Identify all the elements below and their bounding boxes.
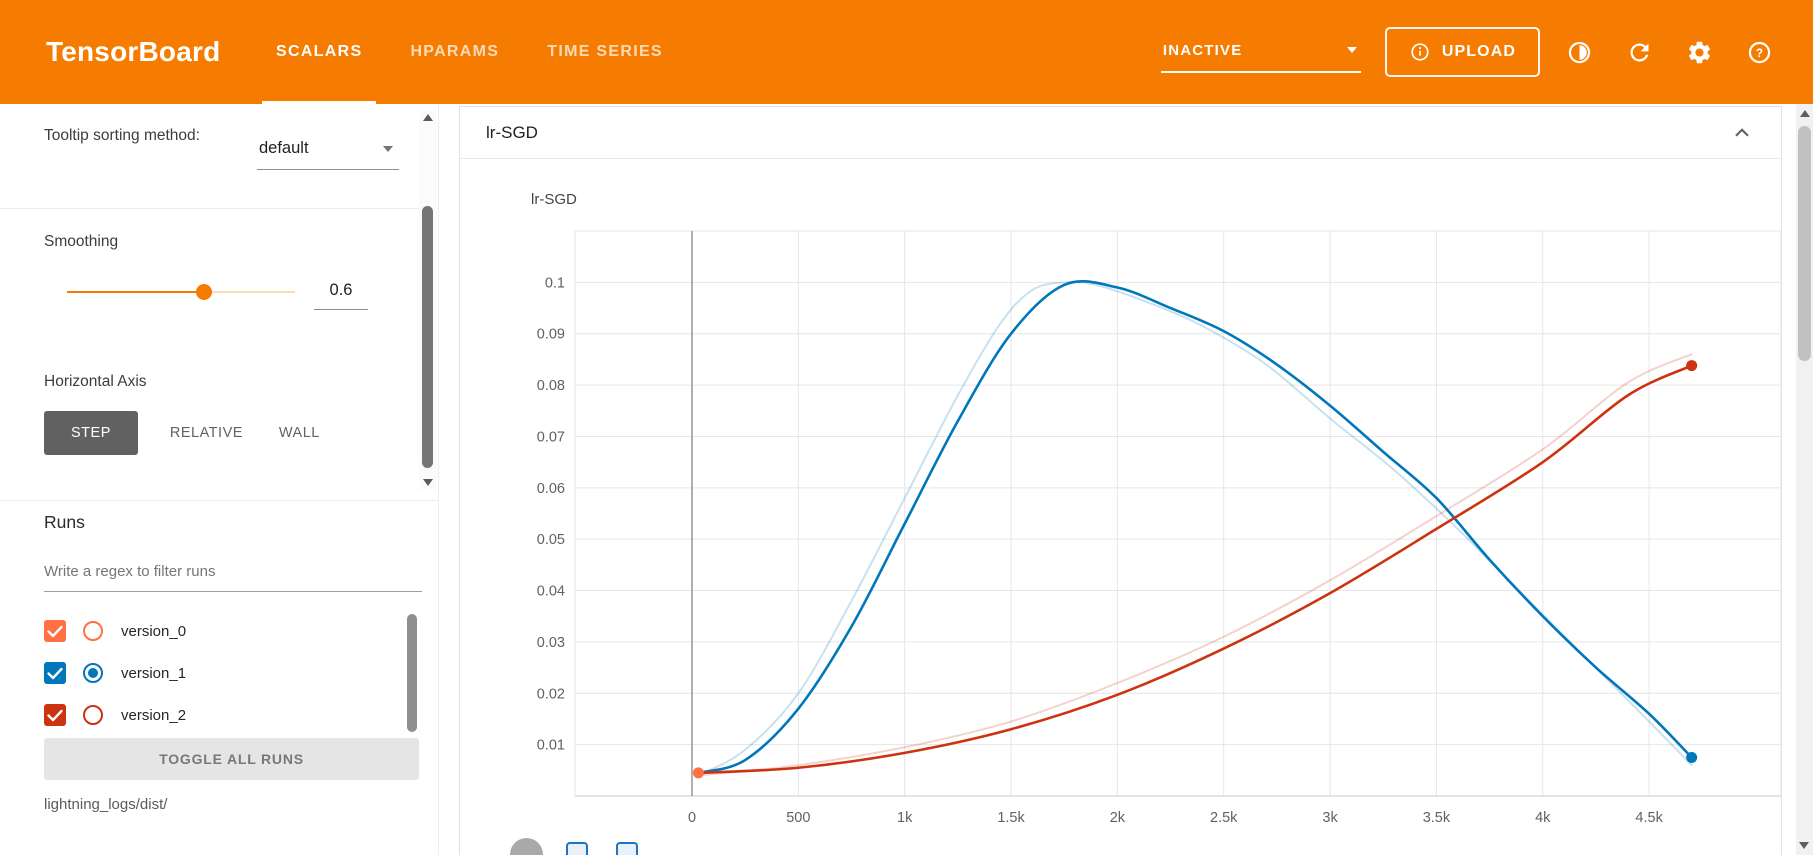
run-row: version_2 xyxy=(44,694,400,736)
smoothing-slider-fill xyxy=(67,291,204,293)
scrollbar-thumb[interactable] xyxy=(1798,126,1811,361)
data-status-value: INACTIVE xyxy=(1162,41,1243,59)
axis-option-step[interactable]: STEP xyxy=(44,411,138,455)
smoothing-label: Smoothing xyxy=(44,233,119,250)
info-icon xyxy=(1411,43,1429,61)
tooltip-sorting-select[interactable]: default xyxy=(257,128,399,170)
scroll-up-icon[interactable] xyxy=(1799,110,1810,117)
smoothing-slider-thumb[interactable] xyxy=(195,284,212,300)
scalar-chart-svg[interactable]: 0 500 1k 1.5k 2k 2.5k 3k 3.5k 4k 4.5k 0.01 0.02 0.03… xyxy=(501,191,1786,855)
scroll-up-icon[interactable] xyxy=(423,114,433,121)
expand-chart-icon[interactable] xyxy=(616,842,638,855)
settings-sidebar: Tooltip sorting method: default Smoothin… xyxy=(0,104,439,855)
run-list: version_0 version_1 version_2 xyxy=(44,610,400,736)
data-status-dropdown[interactable]: INACTIVE xyxy=(1160,31,1361,73)
svg-text:2.5k: 2.5k xyxy=(1210,810,1238,826)
run-color-radio[interactable] xyxy=(83,705,103,725)
svg-text:0.06: 0.06 xyxy=(537,481,565,497)
run-color-radio[interactable] xyxy=(83,621,103,641)
tooltip-sorting-value: default xyxy=(259,139,309,157)
help-icon[interactable]: ? xyxy=(1746,39,1773,66)
header-actions: INACTIVE UPLOAD ? xyxy=(1160,0,1773,104)
svg-text:0.01: 0.01 xyxy=(537,738,565,754)
refresh-icon[interactable] xyxy=(1626,39,1653,66)
smoothing-value-input[interactable]: 0.6 xyxy=(314,270,368,310)
axis-option-wall[interactable]: WALL xyxy=(278,425,320,441)
pin-chart-icon[interactable] xyxy=(566,842,588,855)
svg-text:0.08: 0.08 xyxy=(537,378,565,394)
run-filter-input[interactable] xyxy=(44,552,422,592)
svg-text:0.07: 0.07 xyxy=(537,429,565,445)
tab-time-series[interactable]: TIME SERIES xyxy=(547,43,663,60)
chevron-up-icon[interactable] xyxy=(1729,120,1755,146)
axis-option-relative[interactable]: RELATIVE xyxy=(169,425,243,441)
runs-scrollbar[interactable] xyxy=(406,612,418,734)
svg-text:2k: 2k xyxy=(1110,810,1126,826)
scalar-group-card: lr-SGD lr-SGD 0 500 1k 1.5k 2k 2.5k 3k 3.5k 4k 4.… xyxy=(459,106,1782,855)
page-scrollbar[interactable] xyxy=(1796,104,1813,855)
section-divider xyxy=(0,500,439,501)
run-row: version_1 xyxy=(44,652,400,694)
sidebar-scrollbar[interactable] xyxy=(419,110,437,490)
scrollbar-thumb[interactable] xyxy=(422,206,433,468)
run-row: version_0 xyxy=(44,610,400,652)
svg-text:0.09: 0.09 xyxy=(537,327,565,343)
svg-text:0: 0 xyxy=(688,810,696,826)
run-name: version_1 xyxy=(121,664,187,682)
upload-button-label: UPLOAD xyxy=(1441,43,1516,60)
run-name: version_2 xyxy=(121,706,187,724)
svg-text:500: 500 xyxy=(786,810,810,826)
chevron-down-icon xyxy=(1346,47,1357,53)
horizontal-axis-options: STEP RELATIVE WALL xyxy=(44,410,324,456)
run-checkbox[interactable] xyxy=(44,704,66,726)
tab-bar: SCALARS HPARAMS TIME SERIES xyxy=(252,0,687,104)
tooltip-sorting-label: Tooltip sorting method: xyxy=(44,127,200,144)
svg-text:0.03: 0.03 xyxy=(537,635,565,651)
header-icon-group: ? xyxy=(1566,39,1773,66)
svg-text:4k: 4k xyxy=(1535,810,1551,826)
horizontal-axis-label: Horizontal Axis xyxy=(44,373,147,390)
smoothing-slider[interactable] xyxy=(67,282,295,302)
chart-title: lr-SGD xyxy=(531,191,577,208)
run-checkbox[interactable] xyxy=(44,662,66,684)
scrollbar-thumb[interactable] xyxy=(407,614,417,732)
theme-toggle-icon[interactable] xyxy=(1566,39,1593,66)
scroll-down-icon[interactable] xyxy=(1799,842,1809,849)
settings-gear-icon[interactable] xyxy=(1686,39,1713,66)
tab-scalars[interactable]: SCALARS xyxy=(252,0,386,104)
svg-text:1k: 1k xyxy=(897,810,913,826)
svg-text:?: ? xyxy=(1756,45,1763,59)
chevron-down-icon xyxy=(383,145,393,152)
run-checkbox[interactable] xyxy=(44,620,66,642)
runs-heading: Runs xyxy=(44,512,85,532)
upload-button[interactable]: UPLOAD xyxy=(1384,27,1540,77)
svg-text:0.04: 0.04 xyxy=(537,584,565,600)
log-directory: lightning_logs/dist/ xyxy=(44,796,168,813)
svg-text:1.5k: 1.5k xyxy=(997,810,1025,826)
svg-text:0.1: 0.1 xyxy=(545,275,565,291)
app-title: TensorBoard xyxy=(46,36,221,67)
svg-text:3.5k: 3.5k xyxy=(1423,810,1451,826)
scroll-down-icon[interactable] xyxy=(423,479,433,486)
chart-action-button[interactable] xyxy=(510,838,543,855)
svg-text:4.5k: 4.5k xyxy=(1635,810,1663,826)
svg-text:3k: 3k xyxy=(1322,810,1338,826)
run-color-radio[interactable] xyxy=(83,663,103,683)
toggle-all-runs-button[interactable]: TOGGLE ALL RUNS xyxy=(44,738,419,780)
card-header[interactable]: lr-SGD xyxy=(460,107,1781,159)
app-header: TensorBoard SCALARS HPARAMS TIME SERIES … xyxy=(0,0,1813,104)
tab-hparams[interactable]: HPARAMS xyxy=(410,43,500,60)
group-title: lr-SGD xyxy=(486,122,538,142)
svg-text:0.05: 0.05 xyxy=(537,532,565,548)
section-divider xyxy=(0,208,439,209)
run-name: version_0 xyxy=(121,622,187,640)
radio-dot xyxy=(88,668,98,678)
svg-text:0.02: 0.02 xyxy=(537,686,565,702)
